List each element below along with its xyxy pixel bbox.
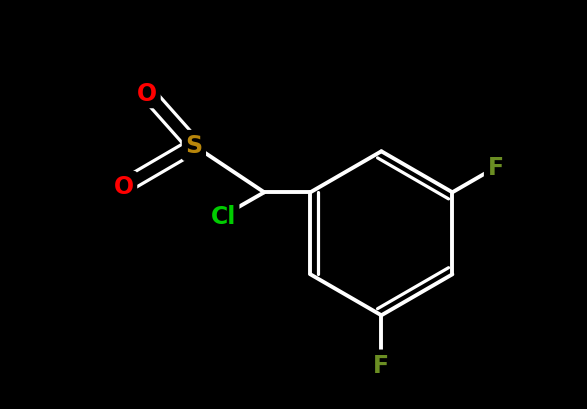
- Text: O: O: [113, 175, 134, 199]
- Text: O: O: [137, 81, 157, 106]
- Text: Cl: Cl: [211, 204, 236, 228]
- Text: S: S: [185, 134, 203, 158]
- Text: F: F: [373, 353, 389, 377]
- Text: F: F: [487, 156, 504, 180]
